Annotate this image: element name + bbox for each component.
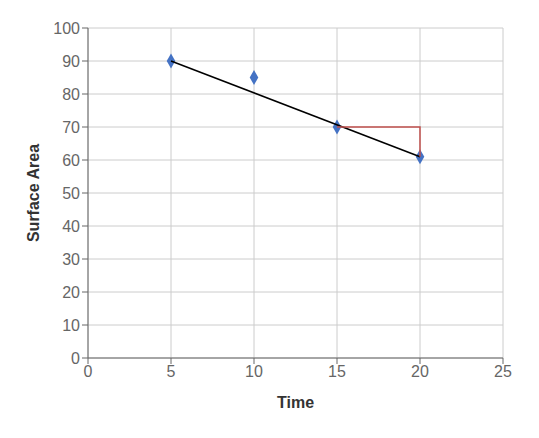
svg-text:80: 80 xyxy=(62,86,80,103)
svg-text:10: 10 xyxy=(245,363,263,380)
svg-text:100: 100 xyxy=(53,20,80,37)
svg-text:0: 0 xyxy=(71,350,80,367)
svg-text:20: 20 xyxy=(62,284,80,301)
svg-text:10: 10 xyxy=(62,317,80,334)
svg-text:0: 0 xyxy=(84,363,93,380)
svg-text:60: 60 xyxy=(62,152,80,169)
svg-text:70: 70 xyxy=(62,119,80,136)
svg-text:50: 50 xyxy=(62,185,80,202)
svg-text:90: 90 xyxy=(62,53,80,70)
svg-text:30: 30 xyxy=(62,251,80,268)
svg-text:20: 20 xyxy=(411,363,429,380)
svg-text:25: 25 xyxy=(494,363,512,380)
svg-text:15: 15 xyxy=(328,363,346,380)
svg-text:Surface Area: Surface Area xyxy=(25,144,42,242)
svg-text:40: 40 xyxy=(62,218,80,235)
svg-text:5: 5 xyxy=(167,363,176,380)
svg-text:Time: Time xyxy=(277,394,314,411)
